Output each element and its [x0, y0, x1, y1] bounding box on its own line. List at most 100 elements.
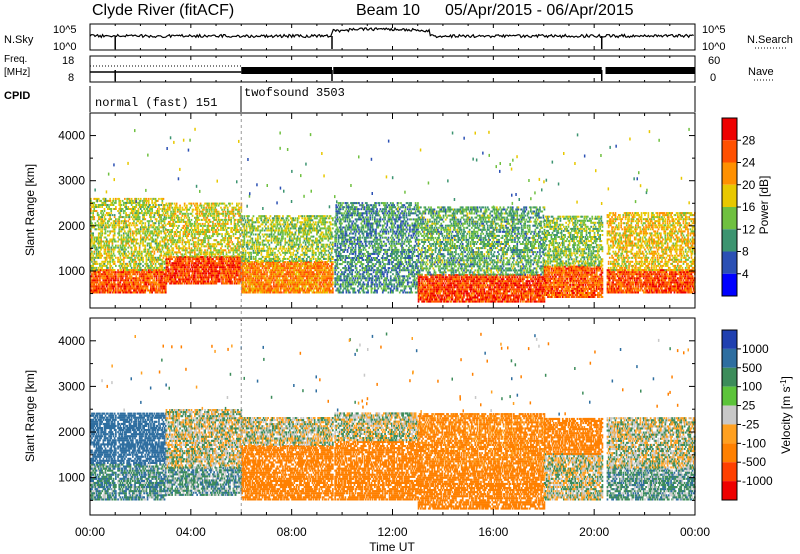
scatter-cell — [108, 243, 110, 245]
scatter-cell — [115, 257, 117, 259]
scatter-cell — [162, 279, 164, 281]
scatter-cell — [108, 206, 110, 208]
scatter-cell — [101, 255, 103, 257]
scatter-cell — [115, 226, 117, 228]
freq-band — [333, 67, 601, 74]
scatter-cell — [109, 216, 111, 218]
scatter-cell — [154, 277, 156, 279]
scatter-cell — [110, 281, 112, 283]
scatter-cell — [93, 243, 95, 245]
power-scatter — [90, 128, 696, 303]
scatter-cell — [163, 271, 165, 273]
scatter-cell — [131, 279, 133, 281]
scatter-cell — [95, 245, 97, 247]
scatter-cell — [100, 200, 102, 202]
scatter-cell — [150, 283, 152, 285]
scatter-cell — [105, 230, 107, 232]
scatter-cell — [110, 253, 112, 255]
scatter-cell — [101, 216, 103, 218]
scatter-cell — [114, 234, 116, 236]
scatter-cell — [114, 232, 116, 234]
scatter-cell — [164, 277, 166, 279]
scatter-cell — [101, 206, 103, 208]
scatter-cell — [105, 237, 107, 239]
scatter-cell — [157, 292, 159, 294]
nsearch-tick-top: 10^5 — [702, 24, 726, 36]
scatter-cell — [117, 245, 119, 247]
scatter-cell — [123, 275, 125, 277]
scatter-cell — [110, 208, 112, 210]
scatter-cell — [106, 239, 108, 241]
scatter-cell — [93, 239, 95, 241]
scatter-cell — [106, 253, 108, 255]
scatter-cell — [101, 210, 103, 212]
scatter-cell — [109, 224, 111, 226]
nave-tick-bottom: 0 — [710, 72, 716, 84]
scatter-cell — [118, 220, 120, 222]
scatter-cell — [115, 283, 117, 285]
scatter-cell — [105, 261, 107, 263]
scatter-cell — [150, 273, 152, 275]
scatter-cell — [106, 259, 108, 261]
date-range: 05/Apr/2015 - 06/Apr/2015 — [445, 2, 634, 19]
scatter-cell — [109, 259, 111, 261]
scatter-cell — [115, 275, 117, 277]
scatter-cell — [104, 220, 106, 222]
scatter-cell — [98, 222, 100, 224]
scatter-cell — [115, 202, 117, 204]
freq-band — [606, 67, 695, 74]
scatter-cell — [110, 218, 112, 220]
scatter-cell — [92, 265, 94, 267]
scatter-cell — [156, 288, 158, 290]
scatter-cell — [103, 214, 105, 216]
scatter-cell — [96, 241, 98, 243]
nsearch-tick-bottom: 10^0 — [702, 41, 726, 53]
scatter-cell — [98, 239, 100, 241]
scatter-cell — [93, 226, 95, 228]
scatter-cell — [114, 239, 116, 241]
scatter-cell — [100, 239, 102, 241]
scatter-cell — [114, 269, 116, 271]
station-title: Clyde River (fitACF) — [92, 2, 234, 19]
scatter-cell — [91, 259, 93, 261]
scatter-cell — [100, 263, 102, 265]
scatter-cell — [112, 245, 114, 247]
scatter-cell — [109, 292, 111, 294]
nave-label: Nave — [748, 66, 774, 78]
scatter-cell — [156, 285, 158, 287]
scatter-cell — [134, 273, 136, 275]
scatter-cell — [144, 292, 146, 294]
scatter-cell — [115, 265, 117, 267]
scatter-cell — [95, 222, 97, 224]
scatter-cell — [96, 228, 98, 230]
scatter-cell — [100, 212, 102, 214]
scatter-cell — [115, 218, 117, 220]
scatter-cell — [91, 251, 93, 253]
scatter-cell — [137, 273, 139, 275]
scatter-cell — [110, 265, 112, 267]
scatter-cell — [108, 247, 110, 249]
scatter-cell — [107, 204, 109, 206]
scatter-cell — [112, 202, 114, 204]
scatter-cell — [108, 271, 110, 273]
scatter-cell — [104, 208, 106, 210]
scatter-cell — [97, 249, 99, 251]
scatter-cell — [115, 222, 117, 224]
scatter-cell — [114, 261, 116, 263]
scatter-cell — [149, 279, 151, 281]
scatter-cell — [108, 226, 110, 228]
scatter-cell — [112, 273, 114, 275]
nsky-tick-bottom: 10^0 — [53, 41, 77, 53]
scatter-cell — [98, 269, 100, 271]
scatter-cell — [107, 267, 109, 269]
scatter-cell — [133, 285, 135, 287]
scatter-cell — [139, 271, 141, 273]
scatter-cell — [92, 212, 94, 214]
scatter-cell — [96, 267, 98, 269]
scatter-cell — [105, 202, 107, 204]
scatter-cell — [108, 253, 110, 255]
scatter-cell — [165, 292, 167, 294]
scatter-cell — [96, 283, 98, 285]
scatter-cell — [110, 212, 112, 214]
scatter-cell — [130, 273, 132, 275]
